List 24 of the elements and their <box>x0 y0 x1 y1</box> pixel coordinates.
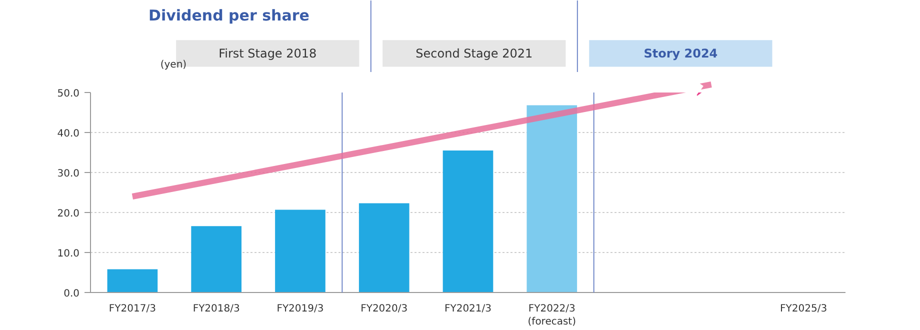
text: First Stage 2018 <box>218 46 317 60</box>
y-tick-label: 0.0 <box>64 288 80 300</box>
bar <box>442 150 494 292</box>
x-tick-label: FY2019/3 <box>276 304 324 314</box>
x-tick-label: FY2020/3 <box>360 304 408 314</box>
bar <box>191 226 242 292</box>
y-axis-title: (yen) <box>160 60 187 70</box>
chart-title: Dividend per share <box>148 6 310 24</box>
y-tick-label: 10.0 <box>57 248 80 260</box>
y-tick-label: 50.0 <box>57 88 80 100</box>
text: Story 2024 <box>644 46 718 60</box>
y-tick-label: 30.0 <box>57 168 80 180</box>
bar <box>107 269 158 292</box>
bar <box>358 203 410 292</box>
x-tick-label: FY2021/3 <box>444 304 492 314</box>
x-tick-label: FY2018/3 <box>192 304 240 314</box>
y-tick-label: 40.0 <box>57 128 80 140</box>
y-tick-label: 20.0 <box>57 208 80 220</box>
x-tick-label: FY2025/3 <box>780 304 828 314</box>
text: Second Stage 2021 <box>416 46 533 60</box>
x-tick-label: FY2017/3 <box>108 304 156 314</box>
bar <box>526 105 578 292</box>
bar <box>275 210 326 292</box>
x-tick-label: FY2022/3 (forecast) <box>528 304 576 328</box>
